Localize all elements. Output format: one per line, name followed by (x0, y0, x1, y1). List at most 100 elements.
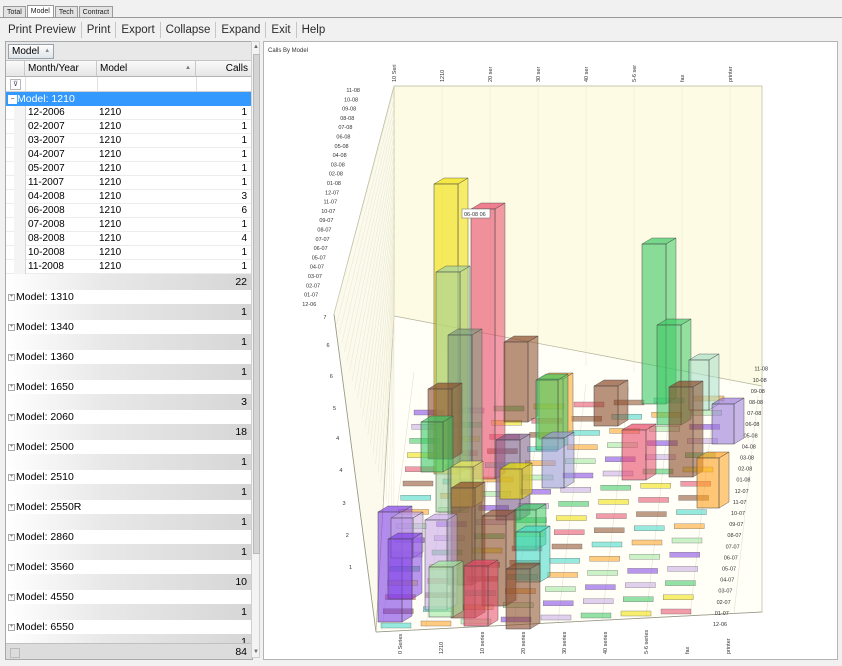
group-label: Model: 2510 (16, 471, 74, 483)
month-axis-label: 09-07 (319, 218, 333, 224)
bottom-axis-label: 40 series (603, 631, 609, 654)
floor-tile (556, 515, 587, 521)
tab-total[interactable]: Total (3, 6, 26, 18)
chart-gridline (357, 173, 395, 399)
table-row[interactable]: 11-2008 1210 1 (6, 260, 252, 274)
table-row[interactable]: 07-2008 1210 1 (6, 218, 252, 232)
expand-toggle-icon[interactable]: + (8, 354, 15, 361)
expand-toggle-icon[interactable]: + (8, 444, 15, 451)
table-row[interactable]: 04-2008 1210 3 (6, 190, 252, 204)
bar-40ser-05-08-side (617, 379, 629, 427)
group-total: 10 (235, 576, 247, 588)
floor-tile (580, 612, 612, 619)
floor-tile (629, 554, 660, 560)
scroll-up-icon[interactable]: ▲ (253, 44, 259, 50)
row-indent (14, 176, 26, 190)
cell-calls: 1 (241, 135, 247, 146)
print-button[interactable]: Print (82, 22, 117, 38)
table-row[interactable]: 06-2008 1210 6 (6, 204, 252, 218)
bottom-axis-label: fax (685, 646, 691, 654)
floor-tile (625, 582, 656, 588)
export-button[interactable]: Export (116, 22, 161, 38)
column-header-model[interactable]: Model ▲ (97, 61, 196, 76)
collapse-toggle-icon[interactable]: − (8, 95, 17, 104)
bottom-axis-label: 5-6 series (644, 630, 650, 654)
tab-tech[interactable]: Tech (54, 6, 78, 18)
group-row[interactable]: + Model: 1360 (6, 350, 252, 364)
bar-20series-02-07-side (529, 562, 541, 630)
table-row[interactable]: 10-2008 1210 1 (6, 246, 252, 260)
row-indent (14, 134, 26, 148)
expand-toggle-icon[interactable]: + (8, 564, 15, 571)
group-row[interactable]: + Model: 2500 (6, 440, 252, 454)
expand-toggle-icon[interactable]: + (8, 414, 15, 421)
row-indent (14, 204, 26, 218)
group-row-1210[interactable]: − Model: 1210 (6, 92, 252, 106)
table-row[interactable]: 04-2007 1210 1 (6, 148, 252, 162)
floor-tile (594, 527, 625, 533)
collapse-button[interactable]: Collapse (161, 22, 217, 38)
exit-button[interactable]: Exit (266, 22, 297, 38)
group-row[interactable]: + Model: 3560 (6, 560, 252, 574)
group-row[interactable]: + Model: 4550 (6, 590, 252, 604)
month-axis-label: 09-08 (342, 107, 356, 113)
table-row[interactable]: 03-2007 1210 1 (6, 134, 252, 148)
cell-calls: 1 (241, 163, 247, 174)
group-row[interactable]: + Model: 2060 (6, 410, 252, 424)
table-row[interactable]: 11-2007 1210 1 (6, 176, 252, 190)
month-axis-label: 07-08 (338, 125, 352, 131)
floor-tile (620, 610, 652, 617)
bar-fax-08-08 (668, 386, 694, 478)
month-axis-label-right: 10-07 (731, 511, 745, 517)
scroll-down-icon[interactable]: ▼ (253, 649, 259, 655)
column-header-model-label: Model (100, 63, 128, 74)
tab-model[interactable]: Model (26, 5, 54, 18)
bar-10seri-03-08-side (442, 415, 454, 473)
bar-10series-02-07 (463, 565, 489, 627)
month-axis-label-right: 01-07 (715, 611, 729, 617)
expand-toggle-icon[interactable]: + (8, 624, 15, 631)
print-preview-button[interactable]: Print Preview (5, 22, 82, 38)
top-axis-label: fax (680, 74, 686, 82)
tab-contract[interactable]: Contract (78, 6, 114, 18)
group-row[interactable]: + Model: 2550R (6, 500, 252, 514)
floor-tile (585, 584, 616, 590)
chart-gridline (341, 117, 395, 343)
table-row[interactable]: 02-2007 1210 1 (6, 120, 252, 134)
chart-tooltip-text: 06-08 06 (464, 212, 486, 218)
grid-scrollbar[interactable]: ▲ ▼ (251, 41, 260, 658)
group-row[interactable]: + Model: 1310 (6, 290, 252, 304)
chart-gridline (388, 285, 395, 511)
column-header-month-year[interactable]: Month/Year (25, 61, 97, 76)
table-row[interactable]: 05-2007 1210 1 (6, 162, 252, 176)
chart-title: Calls By Model (268, 48, 308, 54)
column-header-calls[interactable]: Calls (225, 63, 248, 74)
table-row[interactable]: 12-2006 1210 1 (6, 106, 252, 120)
y-tick-label: 1 (349, 565, 352, 571)
help-button[interactable]: Help (301, 24, 326, 36)
scrollbar-thumb[interactable] (253, 54, 260, 554)
group-row[interactable]: + Model: 2510 (6, 470, 252, 484)
expand-toggle-icon[interactable]: + (8, 324, 15, 331)
expand-toggle-icon[interactable]: + (8, 294, 15, 301)
bottom-axis-label: 20 series (521, 631, 527, 654)
group-row[interactable]: + Model: 6550 (6, 620, 252, 634)
expand-toggle-icon[interactable]: + (8, 474, 15, 481)
expand-toggle-icon[interactable]: + (8, 594, 15, 601)
group-row[interactable]: + Model: 2860 (6, 530, 252, 544)
y-tick-label: 6 (327, 343, 330, 349)
expand-toggle-icon[interactable]: + (8, 384, 15, 391)
month-axis-label-right: 12-06 (713, 622, 727, 628)
filter-icon[interactable]: ⊽ (10, 79, 21, 90)
expand-button[interactable]: Expand (216, 22, 267, 38)
group-row[interactable]: + Model: 1340 (6, 320, 252, 334)
tab-strip: Total Model Tech Contract (3, 5, 114, 18)
expand-toggle-icon[interactable]: + (8, 504, 15, 511)
chart-gridline (733, 395, 759, 615)
grid-panel: Model ▲ Month/Year Model ▲ Calls ⊽ − Mode… (5, 41, 253, 660)
group-row[interactable]: + Model: 1650 (6, 380, 252, 394)
group-label: Model: 2500 (16, 441, 74, 453)
expand-toggle-icon[interactable]: + (8, 534, 15, 541)
group-by-model-chip[interactable]: Model ▲ (8, 44, 55, 59)
table-row[interactable]: 08-2008 1210 4 (6, 232, 252, 246)
